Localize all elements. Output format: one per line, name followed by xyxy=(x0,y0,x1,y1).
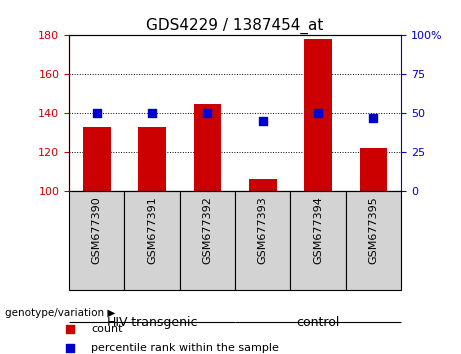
Point xyxy=(204,110,211,116)
Point xyxy=(93,110,100,116)
Title: GDS4229 / 1387454_at: GDS4229 / 1387454_at xyxy=(147,18,324,34)
Bar xyxy=(249,179,277,191)
Bar xyxy=(138,127,166,191)
Bar xyxy=(346,191,401,290)
Bar xyxy=(124,191,180,290)
Text: GSM677395: GSM677395 xyxy=(368,196,378,264)
Text: HIV-transgenic: HIV-transgenic xyxy=(106,316,198,329)
Text: percentile rank within the sample: percentile rank within the sample xyxy=(91,343,279,353)
Point xyxy=(314,110,322,116)
Bar xyxy=(304,39,332,191)
Text: genotype/variation ▶: genotype/variation ▶ xyxy=(5,308,115,318)
Bar xyxy=(83,127,111,191)
Point xyxy=(259,118,266,124)
Bar xyxy=(194,103,221,191)
Text: GSM677392: GSM677392 xyxy=(202,196,213,264)
Point xyxy=(327,103,334,109)
Point xyxy=(327,277,334,283)
Bar xyxy=(180,191,235,290)
Text: GSM677394: GSM677394 xyxy=(313,196,323,264)
Bar xyxy=(360,148,387,191)
Bar xyxy=(290,191,346,290)
Point xyxy=(370,115,377,121)
Text: control: control xyxy=(296,316,340,329)
Text: count: count xyxy=(91,324,123,333)
Text: GSM677391: GSM677391 xyxy=(147,196,157,264)
Bar xyxy=(235,191,290,290)
Text: GSM677393: GSM677393 xyxy=(258,196,268,264)
Bar xyxy=(69,191,124,290)
Text: GSM677390: GSM677390 xyxy=(92,196,102,264)
Point xyxy=(148,110,156,116)
